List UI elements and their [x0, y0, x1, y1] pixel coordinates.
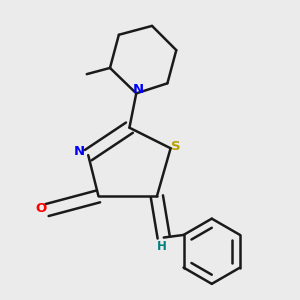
Text: O: O: [35, 202, 46, 215]
Text: S: S: [171, 140, 181, 153]
Text: N: N: [74, 145, 85, 158]
Text: N: N: [132, 83, 143, 96]
Text: H: H: [157, 240, 167, 253]
